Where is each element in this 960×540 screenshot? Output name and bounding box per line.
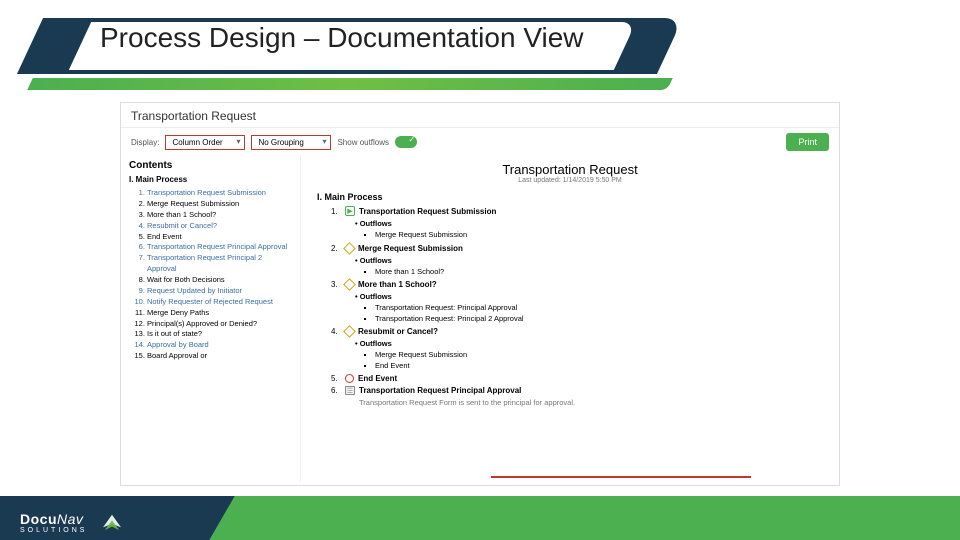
outflows-heading: • Outflows	[317, 339, 823, 348]
doc-step: 6.☰Transportation Request Principal Appr…	[317, 386, 823, 395]
outflows-list: Transportation Request: Principal Approv…	[317, 303, 823, 324]
contents-item: Merge Deny Paths	[147, 308, 292, 319]
contents-item[interactable]: Approval by Board	[147, 340, 292, 351]
task-icon: ☰	[345, 386, 355, 395]
contents-list: Transportation Request SubmissionMerge R…	[129, 188, 292, 362]
gateway-icon	[343, 325, 356, 338]
contents-item[interactable]: Transportation Request Principal 2 Appro…	[147, 253, 292, 275]
step-label: Transportation Request Submission	[359, 207, 496, 216]
step-label: More than 1 School?	[358, 280, 437, 289]
doc-steps: 1.▶Transportation Request Submission• Ou…	[317, 206, 823, 407]
step-label: Merge Request Submission	[358, 244, 463, 253]
contents-item: Wait for Both Decisions	[147, 275, 292, 286]
outflow-item: End Event	[375, 361, 823, 372]
outflow-item: More than 1 School?	[375, 267, 823, 278]
step-label: Transportation Request Principal Approva…	[359, 386, 521, 395]
brand-logo: DocuNav SOLUTIONS	[20, 511, 87, 534]
gateway-icon	[343, 242, 356, 255]
outflow-item: Transportation Request: Principal 2 Appr…	[375, 314, 823, 325]
doc-updated: Last updated: 1/14/2019 5:50 PM	[317, 177, 823, 184]
contents-item: Is it out of state?	[147, 329, 292, 340]
doc-section: I. Main Process	[317, 192, 823, 202]
outflows-list: More than 1 School?	[317, 267, 823, 278]
outflows-list: Merge Request SubmissionEnd Event	[317, 350, 823, 371]
contents-heading: Contents	[129, 160, 292, 171]
contents-item: More than 1 School?	[147, 210, 292, 221]
doc-step: 5.End Event	[317, 374, 823, 383]
contents-item: Merge Request Submission	[147, 199, 292, 210]
step-label: Resubmit or Cancel?	[358, 327, 438, 336]
end-icon	[345, 374, 354, 383]
contents-section: I. Main Process	[129, 175, 292, 184]
contents-item: End Event	[147, 232, 292, 243]
brand-sub: SOLUTIONS	[20, 527, 87, 534]
doc-step: 3.More than 1 School?	[317, 280, 823, 289]
contents-item[interactable]: Transportation Request Principal Approva…	[147, 242, 292, 253]
doc-title: Transportation Request	[317, 162, 823, 177]
footer-bar	[0, 496, 960, 540]
contents-item: Principal(s) Approved or Denied?	[147, 319, 292, 330]
doc-step: 2.Merge Request Submission	[317, 244, 823, 253]
screenshot-body: Contents I. Main Process Transportation …	[121, 156, 839, 482]
display-label: Display:	[131, 138, 159, 147]
contents-item[interactable]: Request Updated by Initiator	[147, 286, 292, 297]
process-title: Transportation Request	[121, 103, 839, 128]
step-description: Transportation Request Form is sent to t…	[317, 398, 823, 407]
brand-name-1: Docu	[20, 511, 57, 527]
outflow-item: Merge Request Submission	[375, 230, 823, 241]
gateway-icon	[343, 278, 356, 291]
banner-green-strip	[27, 78, 673, 90]
grouping-select[interactable]: No Grouping	[251, 135, 331, 150]
toolbar: Display: Column Order No Grouping Show o…	[121, 128, 839, 156]
contents-item[interactable]: Resubmit or Cancel?	[147, 221, 292, 232]
brand-name-2: Nav	[57, 511, 83, 527]
column-order-select[interactable]: Column Order	[165, 135, 245, 150]
leaf-icon	[101, 513, 123, 531]
outflows-heading: • Outflows	[317, 292, 823, 301]
highlight-underline	[491, 476, 751, 478]
doc-pane: Transportation Request Last updated: 1/1…	[301, 156, 839, 482]
screenshot-panel: Transportation Request Display: Column O…	[120, 102, 840, 486]
step-label: End Event	[358, 374, 397, 383]
outflows-heading: • Outflows	[317, 219, 823, 228]
outflow-item: Transportation Request: Principal Approv…	[375, 303, 823, 314]
doc-step: 4.Resubmit or Cancel?	[317, 327, 823, 336]
outflows-list: Merge Request Submission	[317, 230, 823, 241]
slide-title: Process Design – Documentation View	[100, 22, 584, 54]
contents-item[interactable]: Transportation Request Submission	[147, 188, 292, 199]
contents-pane: Contents I. Main Process Transportation …	[121, 156, 301, 482]
contents-item[interactable]: Notify Requester of Rejected Request	[147, 297, 292, 308]
show-outflows-label: Show outflows	[337, 138, 389, 147]
print-button[interactable]: Print	[786, 133, 829, 151]
outflows-heading: • Outflows	[317, 256, 823, 265]
doc-step: 1.▶Transportation Request Submission	[317, 206, 823, 216]
outflow-item: Merge Request Submission	[375, 350, 823, 361]
contents-item: Board Approval or	[147, 351, 292, 362]
start-icon: ▶	[345, 206, 355, 216]
show-outflows-toggle[interactable]	[395, 136, 417, 148]
